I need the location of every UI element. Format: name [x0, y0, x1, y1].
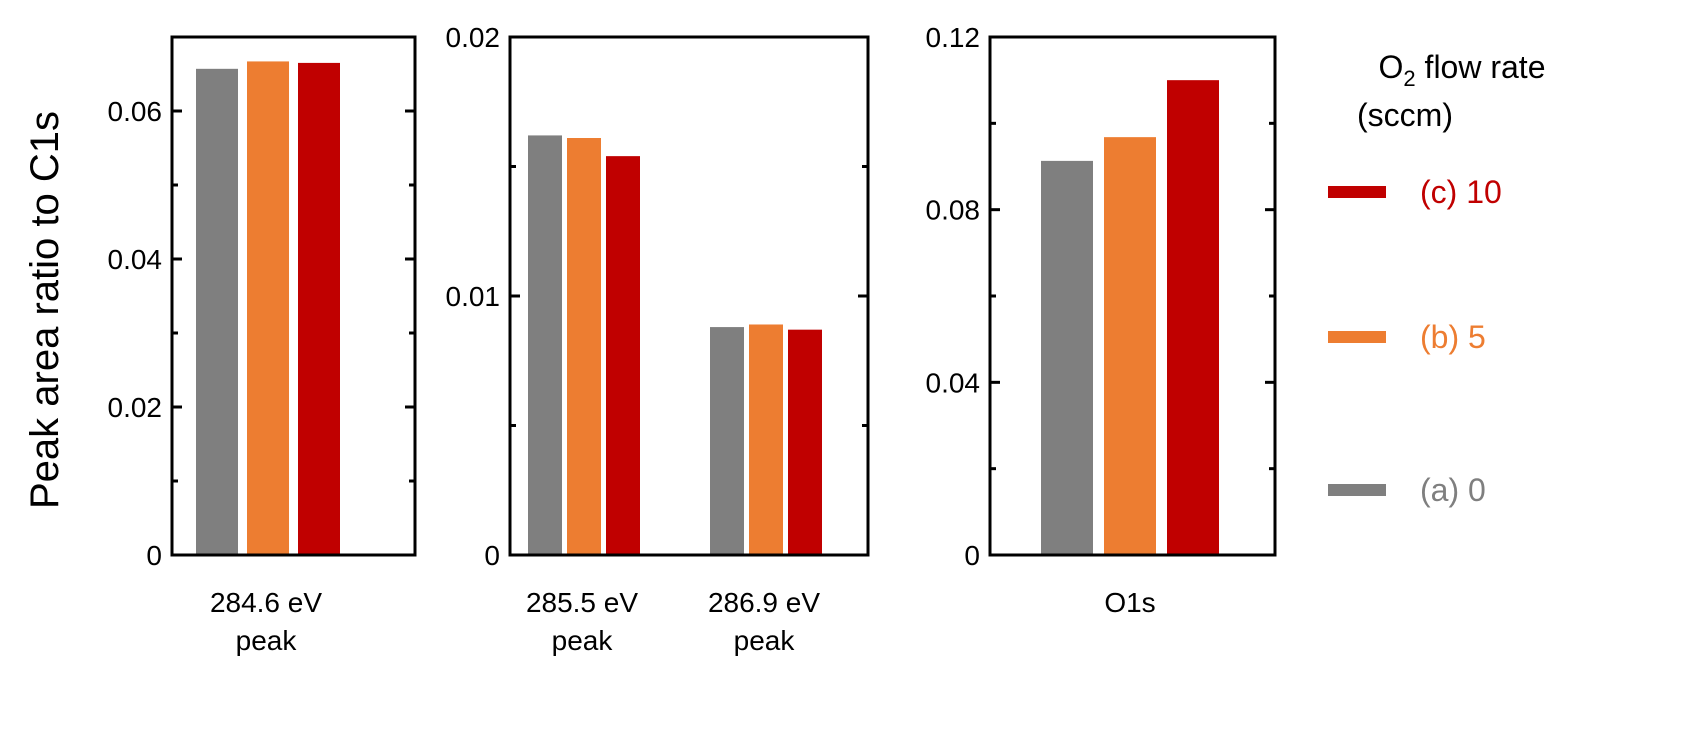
y-tick-label: 0.04: [108, 244, 163, 275]
bar-a-0-cat0: [196, 68, 238, 555]
bar-c-10-cat1: [788, 329, 822, 555]
legend: O2 flow rate (sccm) (c) 10 (b) 5 (a) 0: [1328, 49, 1545, 508]
y-tick-label: 0: [964, 540, 980, 571]
category-label: peak: [734, 625, 796, 656]
y-axis-label: Peak area ratio to C1s: [23, 111, 67, 509]
category-label: 285.5 eV: [526, 587, 638, 618]
bar-b-5-cat0: [247, 61, 289, 556]
bar-b-5-cat0: [1104, 137, 1156, 555]
plot-frame: [170, 35, 417, 557]
legend-title-rest: flow rate: [1416, 49, 1546, 85]
bar-c-10-cat0: [606, 156, 640, 555]
category-label: peak: [236, 625, 298, 656]
panel-285-286: 285.5 eV peak 286.9 eV peak 0 0.01 0.02: [446, 22, 870, 656]
chart-panels: 284.6 eV peak 0 0.02 0.04 0.06 285.5 eV peak 286…: [108, 22, 1277, 656]
category-label: 286.9 eV: [708, 587, 820, 618]
y-tick-label: 0.06: [108, 96, 163, 127]
bar-b-5-cat0: [567, 138, 601, 555]
bar-a-0-cat1: [710, 327, 744, 555]
legend-title-units: (sccm): [1357, 97, 1453, 133]
bar-b-5-cat1: [749, 324, 783, 555]
legend-label: (b) 5: [1420, 319, 1486, 355]
y-tick-label: 0.12: [926, 22, 981, 53]
category-label: O1s: [1104, 587, 1155, 618]
legend-swatch: [1328, 484, 1386, 496]
y-tick-label: 0: [484, 540, 500, 571]
legend-label: (a) 0: [1420, 472, 1486, 508]
panel-284-6: 284.6 eV peak 0 0.02 0.04 0.06: [108, 35, 417, 656]
bar-a-0-cat0: [1041, 160, 1093, 555]
legend-title-o: O: [1379, 49, 1404, 85]
y-tick-label: 0.01: [446, 281, 501, 312]
legend-title-subscript: 2: [1403, 66, 1415, 91]
bar-a-0-cat0: [528, 135, 562, 556]
category-label: 284.6 eV: [210, 587, 322, 618]
bar-c-10-cat0: [1167, 80, 1219, 556]
y-tick-label: 0.04: [926, 367, 981, 398]
legend-swatch: [1328, 331, 1386, 343]
y-tick-label: 0: [146, 540, 162, 571]
panel-o1s: O1s 0 0.04 0.08 0.12: [926, 22, 1277, 618]
y-tick-label: 0.08: [926, 195, 981, 226]
y-tick-label: 0.02: [446, 22, 501, 53]
category-label: peak: [552, 625, 614, 656]
legend-title: O2 flow rate: [1379, 49, 1546, 91]
legend-swatch: [1328, 186, 1386, 198]
y-tick-label: 0.02: [108, 392, 163, 423]
legend-label: (c) 10: [1420, 174, 1502, 210]
bar-c-10-cat0: [298, 62, 340, 556]
